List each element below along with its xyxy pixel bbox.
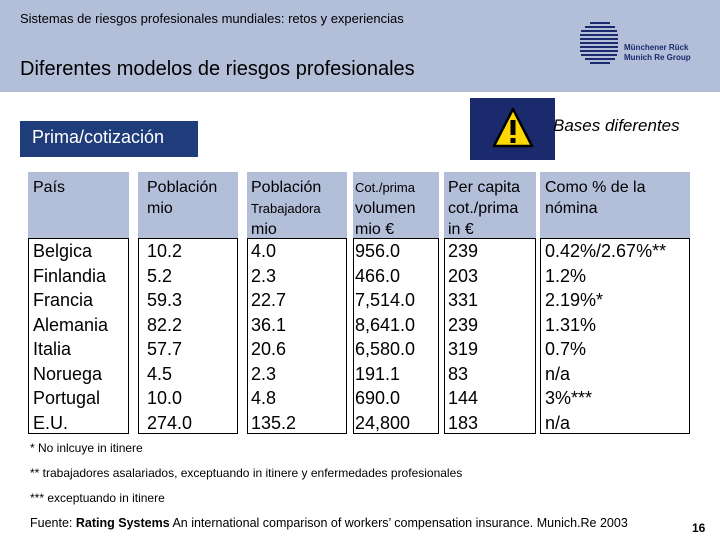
table-cell: Belgica [33, 241, 93, 261]
table-cell: 4.8 [251, 388, 277, 408]
table-cell: 22.7 [251, 290, 287, 310]
table-cell: E.U. [33, 412, 69, 433]
table-cell: 0.42%/2.67%** [545, 241, 667, 261]
table-cell: 6,580.0 [355, 339, 416, 359]
table-cell: 144 [448, 388, 479, 408]
table-cell: 10.2 [147, 241, 183, 261]
header-cell-pct-nomina [540, 172, 690, 238]
body-cell-poblacion-trabajadora [247, 238, 347, 434]
slide-title: Diferentes modelos de riesgos profesiona… [20, 58, 415, 80]
table-cell: 0.7% [545, 339, 587, 359]
body-cell-cot-prima [353, 238, 439, 434]
table-cell: 203 [448, 265, 479, 286]
footnote-3: *** exceptuando in itinere [30, 491, 165, 505]
table-cell: 2.3 [251, 363, 277, 384]
header-cell-cot-prima [353, 172, 439, 238]
column-header-per-capita: Per capita cot./prima in € [448, 179, 521, 238]
table-cell: n/a [545, 363, 571, 384]
table-cell: 3%*** [545, 388, 593, 408]
body-cell-pais [28, 238, 129, 434]
table-cell: 83 [448, 363, 469, 384]
table-cell: Finlandia [33, 265, 107, 286]
table-cell: Noruega [33, 363, 103, 384]
header-cell-pais [28, 172, 129, 238]
column-pais: Belgica Finlandia Francia Alemania Itali… [33, 239, 108, 435]
presentation-title: Sistemas de riesgos profesionales mundia… [20, 11, 404, 26]
table-cell: 4.0 [251, 241, 277, 261]
table-cell: 183 [448, 412, 479, 433]
table-cell: 135.2 [251, 412, 297, 433]
table-cell: 1.31% [545, 314, 597, 335]
header-cell-poblacion [138, 172, 238, 238]
table-cell: 82.2 [147, 314, 183, 335]
munich-re-logo: Münchener Rück Munich Re Group [580, 20, 710, 68]
table-cell: 4.5 [147, 363, 173, 384]
column-cot-prima: 956.0 466.0 7,514.0 8,641.0 6,580.0 191.… [355, 239, 415, 435]
table-cell: 8,641.0 [355, 314, 416, 335]
table-cell: 36.1 [251, 314, 287, 335]
column-header-poblacion-trabajadora: Población Trabajadora mio [251, 179, 322, 238]
logo-mark-icon [580, 20, 618, 66]
table-cell: 466.0 [355, 265, 401, 286]
header-cell-per-capita [444, 172, 536, 238]
table-cell: 191.1 [355, 363, 401, 384]
body-cell-pct-nomina [540, 238, 690, 434]
table-cell: 24,800 [355, 412, 411, 433]
table-cell: 239 [448, 241, 479, 261]
source-citation: Fuente: Rating Systems An international … [30, 516, 628, 530]
table-cell: 239 [448, 314, 479, 335]
header-cell-poblacion-trabajadora [247, 172, 347, 238]
logo-line-2: Munich Re Group [624, 53, 691, 62]
table-cell: 20.6 [251, 339, 287, 359]
column-pct-nomina: 0.42%/2.67%** 1.2% 2.19%* 1.31% 0.7% n/a… [545, 239, 666, 435]
footnote-1: * No inlcuye in itinere [30, 441, 143, 455]
column-header-poblacion: Población mio [147, 179, 218, 217]
table-cell: 690.0 [355, 388, 401, 408]
table-cell: 1.2% [545, 265, 587, 286]
table-cell: 5.2 [147, 265, 173, 286]
table-cell: 331 [448, 290, 479, 310]
warning-triangle-icon [492, 107, 534, 148]
table-cell: 956.0 [355, 241, 401, 261]
bases-diferentes-label: Bases diferentes [553, 116, 680, 135]
page-number: 16 [692, 521, 706, 535]
table-cell: Francia [33, 290, 94, 310]
table-cell: 57.7 [147, 339, 183, 359]
table-cell: 2.3 [251, 265, 277, 286]
column-poblacion: 10.2 5.2 59.3 82.2 57.7 4.5 10.0 274.0 [147, 239, 192, 435]
footnote-2: ** trabajadores asalariados, exceptuando… [30, 466, 463, 480]
comparison-table: País Población mio Población Trabajadora… [28, 172, 690, 434]
table-cell: Italia [33, 339, 72, 359]
table-cell: 59.3 [147, 290, 183, 310]
table-cell: 319 [448, 339, 479, 359]
logo-line-1: Münchener Rück [624, 43, 689, 52]
column-header-pais: País [33, 179, 66, 196]
table-cell: Alemania [33, 314, 109, 335]
body-cell-per-capita [444, 238, 536, 434]
table-cell: 10.0 [147, 388, 183, 408]
column-poblacion-trabajadora: 4.0 2.3 22.7 36.1 20.6 2.3 4.8 135.2 [251, 239, 296, 435]
column-header-pct-nomina: Como % de la nómina [545, 179, 646, 217]
warning-box [470, 98, 555, 160]
column-header-cot-prima: Cot./prima volumen mio € [355, 180, 416, 238]
prima-cotizacion-badge: Prima/cotización [20, 121, 198, 157]
body-cell-poblacion [138, 238, 238, 434]
table-cell: 2.19%* [545, 290, 604, 310]
table-cell: 7,514.0 [355, 290, 416, 310]
table-cell: 274.0 [147, 412, 193, 433]
column-per-capita: 239 203 331 239 319 83 144 183 [448, 239, 478, 435]
table-cell: n/a [545, 412, 571, 433]
table-cell: Portugal [33, 388, 101, 408]
